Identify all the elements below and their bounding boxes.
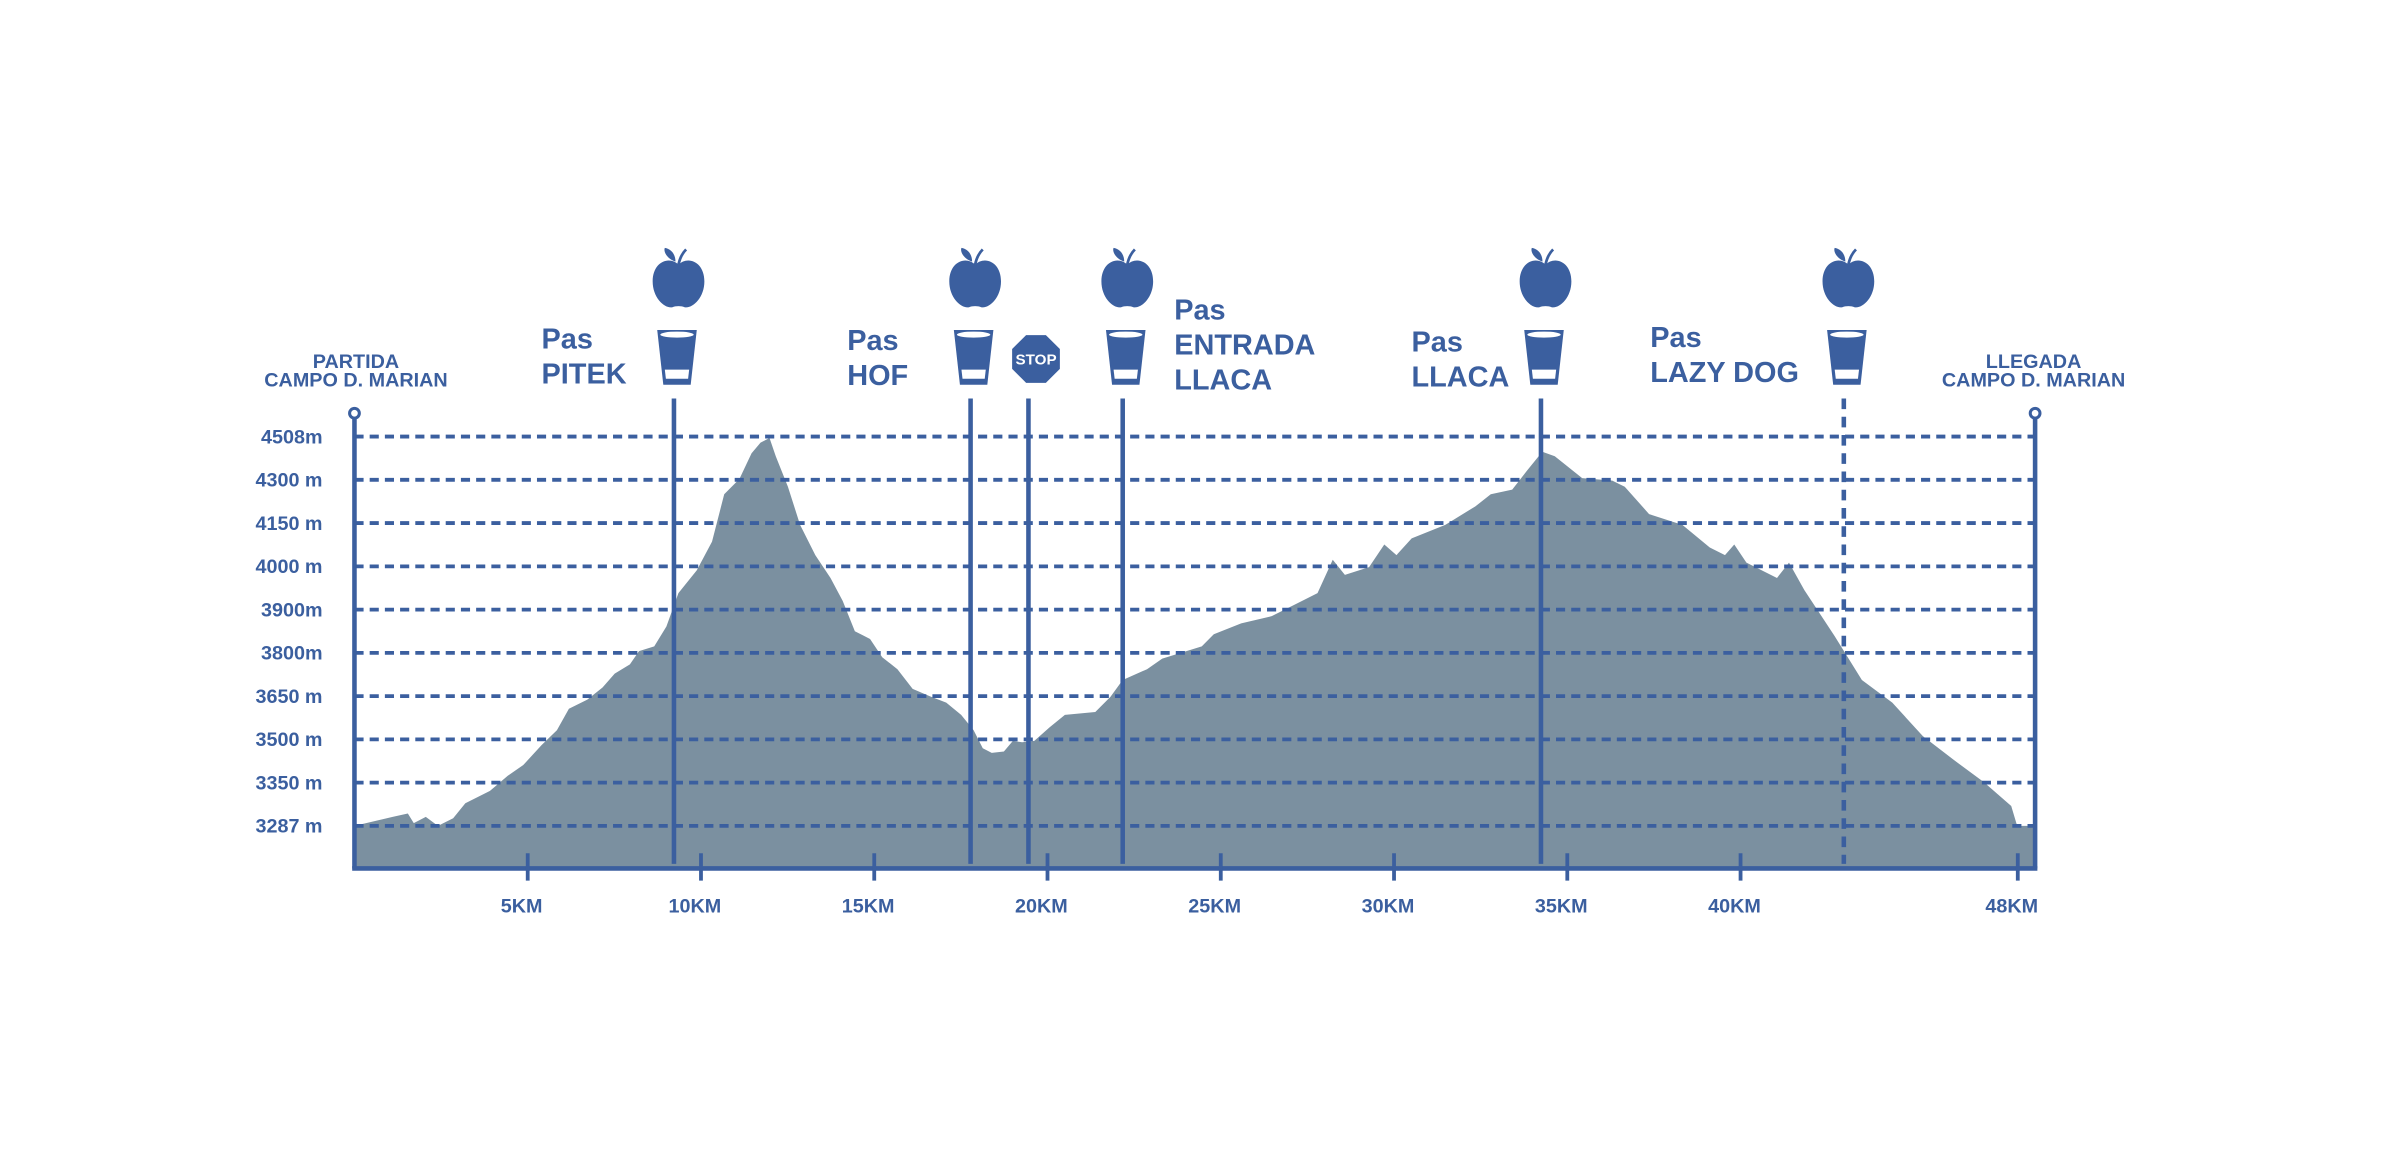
- cup-icon: [953, 330, 994, 385]
- start-label: PARTIDA: [313, 351, 399, 373]
- station-label: Pas: [847, 325, 898, 357]
- apple-stem: [1544, 248, 1555, 265]
- apple-stem: [677, 248, 688, 265]
- x-tick-label: 10KM: [669, 896, 722, 918]
- station-label: Pas: [1174, 294, 1225, 326]
- cup-rim: [1527, 331, 1561, 338]
- cup-band: [1834, 369, 1860, 379]
- station-label: Pas: [542, 323, 593, 355]
- apple-stem: [1847, 248, 1857, 265]
- apple-icon: [949, 247, 1001, 308]
- station-label: LLACA: [1174, 364, 1272, 396]
- y-tick-label: 4000 m: [255, 556, 322, 578]
- apple-body: [949, 260, 1001, 308]
- cup-icon: [1524, 330, 1564, 385]
- y-tick-label: 4150 m: [255, 513, 322, 535]
- station-label: LAZY DOG: [1650, 357, 1799, 389]
- cup-icon: [1827, 330, 1867, 385]
- finish-label: LLEGADA: [1986, 351, 2082, 373]
- apple-icon: [1101, 247, 1154, 308]
- y-tick-label: 3900m: [261, 599, 323, 621]
- x-tick-label: 5KM: [501, 896, 543, 918]
- apple-leaf: [1113, 247, 1125, 262]
- x-tick-label: 25KM: [1188, 896, 1241, 918]
- apple-leaf: [961, 247, 973, 262]
- cup-band: [664, 369, 690, 379]
- y-tick-label: 3800m: [261, 643, 323, 665]
- station-label: LLACA: [1412, 361, 1510, 393]
- x-tick-label: 20KM: [1015, 896, 1068, 918]
- y-tick-label: 3287 m: [255, 816, 322, 838]
- x-tick-label: 30KM: [1362, 896, 1415, 918]
- cup-band: [1531, 369, 1557, 379]
- start-label: CAMPO D. MARIAN: [264, 369, 447, 391]
- station-label: Pas: [1412, 326, 1463, 358]
- x-tick-label: 35KM: [1535, 896, 1588, 918]
- cup-band: [1113, 369, 1138, 379]
- station-label: PITEK: [542, 358, 627, 390]
- finish-marker: [2028, 406, 2042, 420]
- cup-rim: [956, 331, 991, 338]
- x-tick-label: 15KM: [842, 896, 895, 918]
- y-tick-label: 4300 m: [255, 470, 322, 492]
- apple-leaf: [664, 247, 676, 262]
- cup-rim: [1830, 331, 1864, 338]
- station-label: ENTRADA: [1174, 329, 1315, 361]
- apple-body: [1519, 260, 1572, 308]
- y-tick-label: 3500 m: [255, 729, 322, 751]
- cup-band: [961, 369, 986, 379]
- apple-icon: [1822, 247, 1875, 308]
- start-marker: [348, 406, 361, 420]
- finish-label: CAMPO D. MARIAN: [1942, 369, 2125, 391]
- y-tick-label: 3650 m: [255, 686, 322, 708]
- y-tick-label: 4508m: [261, 426, 323, 448]
- apple-stem: [1125, 248, 1136, 265]
- station-label: Pas: [1650, 322, 1701, 354]
- station-label: HOF: [847, 360, 908, 392]
- cup-icon: [1105, 330, 1146, 385]
- cup-rim: [660, 331, 694, 338]
- cup-rim: [1109, 331, 1143, 338]
- apple-body: [1101, 260, 1154, 308]
- cup-icon: [657, 330, 697, 385]
- apple-stem: [973, 248, 984, 265]
- apple-body: [1822, 260, 1875, 308]
- y-tick-label: 3350 m: [255, 772, 322, 794]
- apple-icon: [652, 247, 705, 308]
- x-tick-label: 40KM: [1708, 896, 1761, 918]
- apple-body: [652, 260, 705, 308]
- apple-icon: [1519, 247, 1572, 308]
- stop-sign: [1012, 335, 1060, 383]
- apple-leaf: [1834, 247, 1846, 262]
- stop-sign-text: STOP: [1016, 351, 1057, 368]
- x-tick-label: 48KM: [1985, 896, 2038, 918]
- apple-leaf: [1531, 247, 1543, 262]
